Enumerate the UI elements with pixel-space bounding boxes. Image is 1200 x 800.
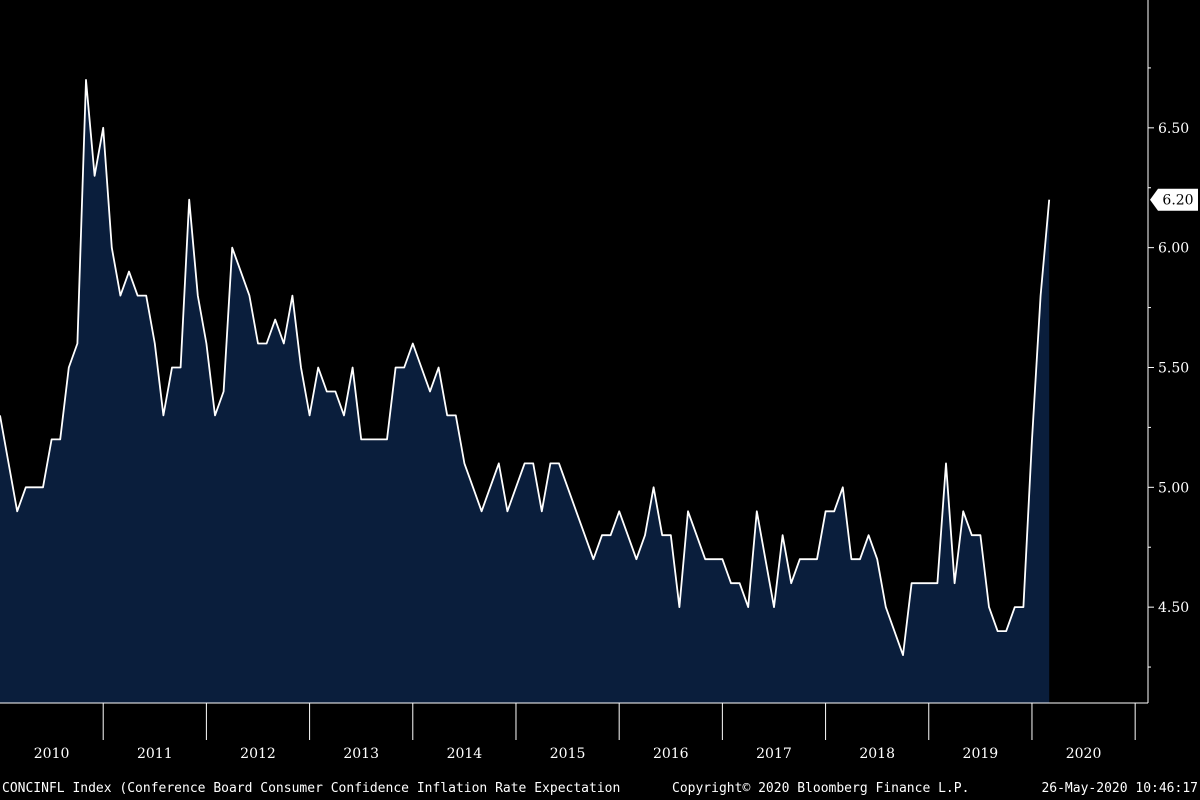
last-value-marker: 6.20 [1150, 188, 1198, 211]
footer-copyright: Copyright© 2020 Bloomberg Finance L.P. [672, 781, 969, 796]
footer-series-description: CONCINFL Index (Conference Board Consume… [2, 781, 620, 796]
y-tick-label: 5.50 [1158, 360, 1189, 376]
x-tick-label: 2013 [343, 746, 379, 762]
last-value-box [1150, 188, 1198, 211]
axes: 2010 2011 2012 2013 2014 2015 2016 2017 2018 2019… [0, 0, 1198, 762]
x-tick-label: 2017 [756, 746, 792, 762]
y-tick-label: 6.50 [1158, 121, 1189, 137]
last-value-label: 6.20 [1162, 193, 1193, 209]
x-tick-label: 2015 [550, 746, 586, 762]
series-line [0, 79, 1051, 656]
footer: CONCINFL Index (Conference Board Consume… [2, 781, 1198, 796]
y-tick-label: 6.00 [1158, 241, 1189, 257]
y-tick-label: 5.00 [1158, 480, 1189, 496]
x-tick-label: 2019 [963, 746, 999, 762]
x-tick-label: 2010 [34, 746, 70, 762]
x-tick-label: 2016 [653, 746, 689, 762]
x-tick-label: 2011 [137, 746, 173, 762]
y-tick-label: 4.50 [1158, 600, 1189, 616]
series-area [0, 79, 1050, 703]
x-tick-label: 2014 [447, 746, 483, 762]
x-tick-label: 2020 [1066, 746, 1102, 762]
x-tick-label: 2012 [240, 746, 276, 762]
footer-timestamp: 26-May-2020 10:46:17 [1041, 781, 1198, 796]
x-tick-label: 2018 [859, 746, 895, 762]
plot-area [0, 79, 1051, 703]
